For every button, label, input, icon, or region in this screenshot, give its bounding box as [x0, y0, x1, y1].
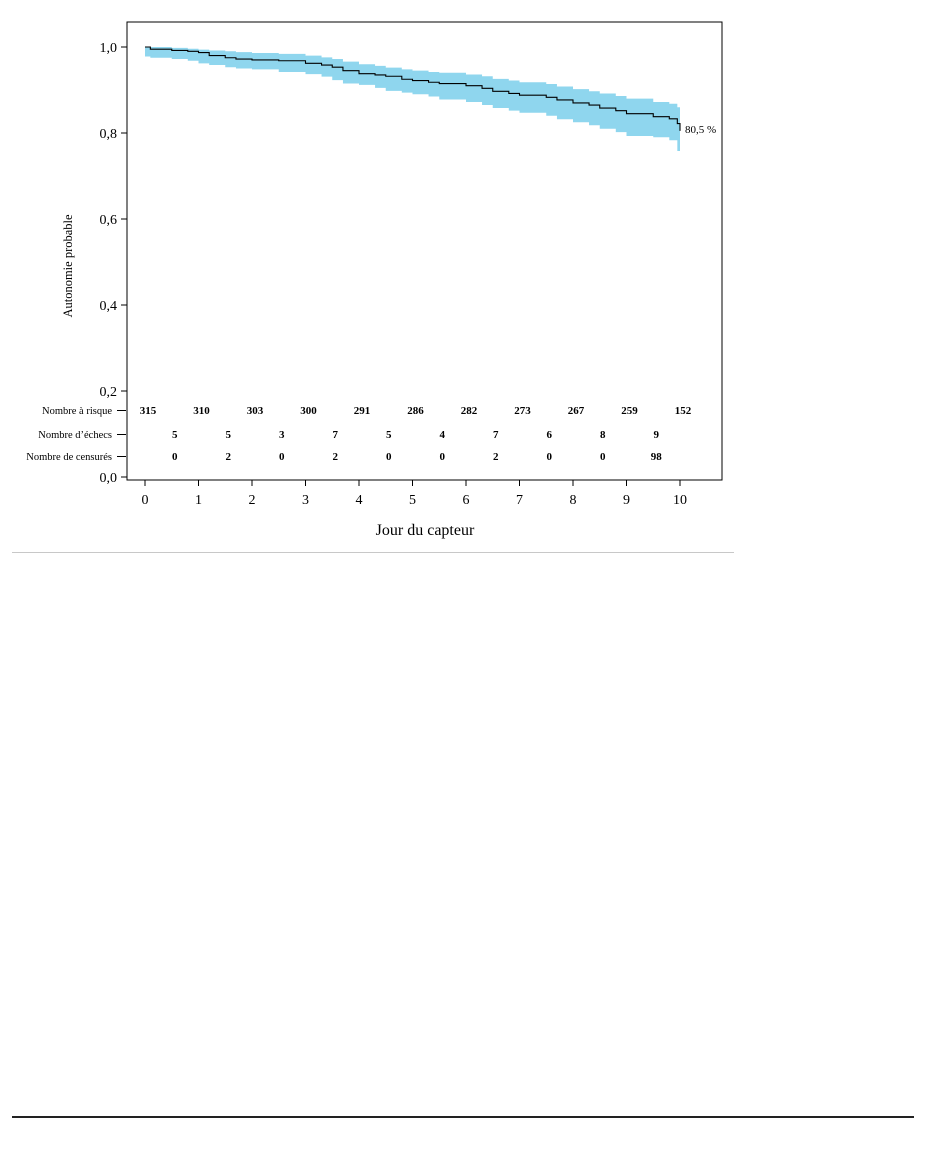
y-tick-label: 0,8: [100, 127, 118, 142]
y-axis-title: Autonomie probable: [61, 214, 75, 318]
x-tick-label: 7: [516, 493, 523, 508]
x-tick-label: 0: [142, 493, 149, 508]
risk-table-cell: 259: [621, 405, 638, 417]
risk-table-cell: 7: [493, 429, 499, 441]
y-tick-label: 0,6: [100, 213, 118, 228]
risk-table-cell: 0: [440, 451, 446, 463]
risk-table-row-label: Nombre de censurés: [26, 452, 112, 463]
risk-table-cell: 310: [193, 405, 210, 417]
risk-table-cell: 7: [333, 429, 339, 441]
risk-table-cell: 2: [493, 451, 499, 463]
risk-table-cell: 286: [407, 405, 424, 417]
risk-table-cell: 5: [226, 429, 232, 441]
x-tick-label: 8: [570, 493, 577, 508]
x-tick-label: 9: [623, 493, 630, 508]
risk-table-cell: 315: [140, 405, 157, 417]
risk-table-cell: 9: [654, 429, 660, 441]
survival-line-layer: [145, 46, 681, 131]
x-axis-title: Jour du capteur: [376, 522, 475, 539]
risk-table-row-label: Nombre à risque: [42, 406, 112, 417]
survival-line: [145, 46, 681, 131]
risk-table-cell: 0: [279, 451, 285, 463]
risk-table-cell: 2: [333, 451, 339, 463]
risk-table-cell: 2: [226, 451, 232, 463]
x-axis: 0 1 2 3 4 5 6 7 8 9 10: [142, 480, 687, 508]
x-tick-label: 6: [463, 493, 470, 508]
risk-table-cell: 6: [547, 429, 553, 441]
x-tick-label: 4: [356, 493, 363, 508]
confidence-band-layer: [145, 47, 680, 152]
risk-table: Nombre à risque 315 310 303 300 291 286 282 273 2…: [26, 405, 691, 463]
risk-table-cell: 273: [514, 405, 531, 417]
x-tick-label: 3: [302, 493, 309, 508]
end-label: 80,5 %: [685, 124, 716, 136]
x-tick-label: 2: [249, 493, 256, 508]
y-tick-label: 1,0: [100, 41, 118, 56]
risk-table-cell: 0: [386, 451, 392, 463]
x-tick-label: 5: [409, 493, 416, 508]
plot-frame: [126, 21, 723, 481]
risk-table-cell: 4: [440, 429, 446, 441]
y-tick-label: 0,0: [100, 471, 118, 486]
risk-table-cell: 0: [547, 451, 553, 463]
risk-table-cell: 152: [675, 405, 692, 417]
risk-table-cell: 8: [600, 429, 606, 441]
caption-divider: [12, 552, 734, 553]
risk-table-cell: 303: [247, 405, 264, 417]
confidence-band: [145, 47, 680, 152]
risk-table-cell: 267: [568, 405, 585, 417]
x-tick-label: 10: [673, 493, 687, 508]
risk-table-row-label: Nombre d’échecs: [38, 430, 112, 441]
x-tick-label: 1: [195, 493, 202, 508]
y-tick-label: 0,4: [100, 299, 118, 314]
risk-table-cell: 5: [172, 429, 178, 441]
risk-table-cell: 98: [651, 451, 663, 463]
risk-table-cell: 282: [461, 405, 478, 417]
risk-table-cell: 0: [600, 451, 606, 463]
risk-table-cell: 0: [172, 451, 178, 463]
risk-table-cell: 300: [300, 405, 317, 417]
y-axis: 0,0 0,2 0,4 0,6 0,8 1,0: [100, 41, 127, 486]
risk-table-cell: 291: [354, 405, 371, 417]
risk-table-cell: 5: [386, 429, 392, 441]
y-tick-label: 0,2: [100, 385, 118, 400]
footer-rule: [12, 1116, 914, 1118]
risk-table-cell: 3: [279, 429, 285, 441]
